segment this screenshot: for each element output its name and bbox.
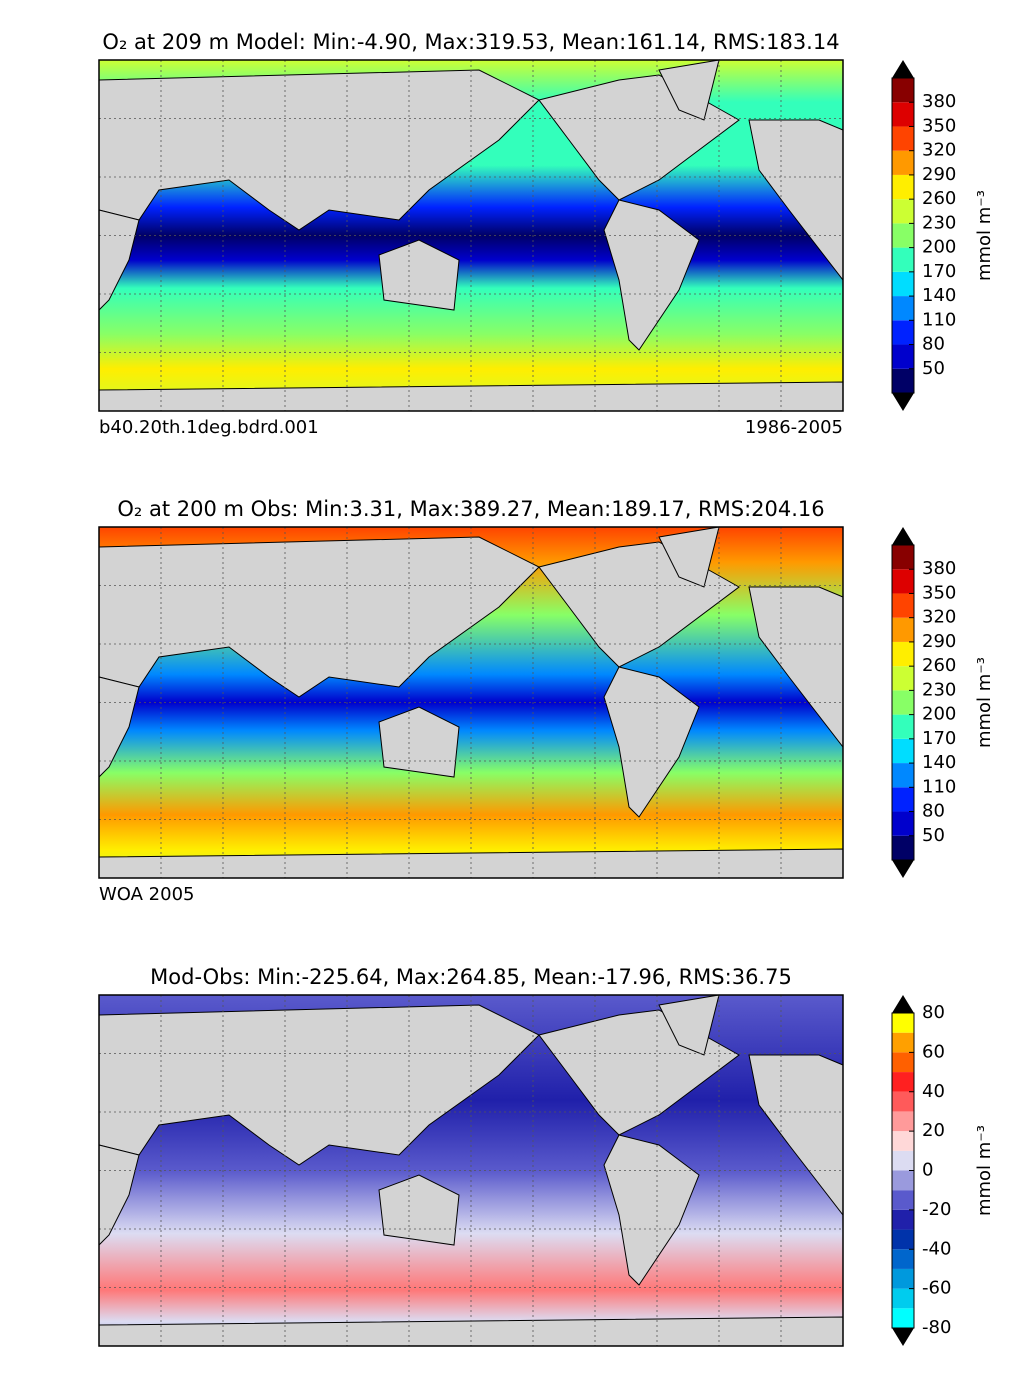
- colorbar-tick-label: 350: [922, 582, 956, 603]
- colorbar-tick-label: 80: [922, 334, 945, 355]
- colorbar-tick-label: -20: [922, 1199, 951, 1220]
- colorbar-extend-bottom: [892, 860, 914, 878]
- colorbar-band: [892, 344, 914, 369]
- colorbar-tick-label: 320: [922, 607, 956, 628]
- colorbar-band: [892, 1150, 914, 1171]
- colorbar-band: [892, 320, 914, 345]
- colorbar-band: [892, 199, 914, 224]
- panel-title: O₂ at 200 m Obs: Min:3.31, Max:389.27, M…: [117, 497, 824, 521]
- colorbar-tick-label: 140: [922, 285, 956, 306]
- colorbar-band: [892, 545, 914, 570]
- colorbar-band: [892, 1288, 914, 1309]
- colorbar-tick-label: -80: [922, 1317, 951, 1338]
- colorbar-band: [892, 641, 914, 667]
- colorbar-band: [892, 174, 914, 200]
- colorbar-band: [892, 811, 914, 836]
- colorbar-band: [892, 296, 914, 321]
- colorbar-frame: [891, 544, 915, 861]
- colorbar-band: [892, 1229, 914, 1250]
- colorbar-label: mmol m⁻³: [974, 190, 995, 281]
- colorbar-tick-label: 320: [922, 140, 956, 161]
- colorbar-extend-bottom: [892, 393, 914, 411]
- colorbar-band: [892, 150, 914, 175]
- colorbar-extend-bottom: [892, 1328, 914, 1346]
- colorbar-band: [892, 1190, 914, 1210]
- colorbar-tick-label: 80: [922, 801, 945, 822]
- colorbar-band: [892, 787, 914, 812]
- colorbar-tick-label: 50: [922, 358, 945, 379]
- colorbar-band: [892, 714, 914, 739]
- map-frame: [98, 59, 844, 412]
- colorbar-tick-label: 40: [922, 1081, 945, 1102]
- colorbar-tick-label: 260: [922, 655, 956, 676]
- colorbar-band: [892, 1308, 914, 1328]
- colorbar-band: [892, 1209, 914, 1230]
- colorbar-band: [892, 666, 914, 691]
- colorbar-tick-label: 230: [922, 212, 956, 233]
- panel-title: O₂ at 209 m Model: Min:-4.90, Max:319.53…: [102, 30, 839, 54]
- colorbar-band: [892, 1111, 914, 1132]
- colorbar-tick-label: 60: [922, 1041, 945, 1062]
- colorbar-tick-label: 110: [922, 309, 956, 330]
- colorbar-tick-label: 50: [922, 825, 945, 846]
- colorbar-tick-label: 110: [922, 776, 956, 797]
- colorbar-tick-label: 20: [922, 1120, 945, 1141]
- colorbar-band: [892, 1170, 914, 1191]
- colorbar-frame: [891, 77, 915, 394]
- colorbar-tick-label: 170: [922, 261, 956, 282]
- colorbar-band: [892, 835, 914, 860]
- colorbar-band: [892, 1131, 914, 1151]
- colorbar-band: [892, 78, 914, 103]
- colorbar-band: [892, 368, 914, 393]
- colorbar-band: [892, 1052, 914, 1073]
- colorbar-band: [892, 763, 914, 788]
- map-frame: [98, 994, 844, 1347]
- colorbar-tick-label: 200: [922, 704, 956, 725]
- colorbar-extend-top: [892, 60, 914, 78]
- colorbar-tick-label: 290: [922, 164, 956, 185]
- colorbar-tick-label: 140: [922, 752, 956, 773]
- caption-left: b40.20th.1deg.bdrd.001: [99, 417, 319, 438]
- colorbar-tick-label: 0: [922, 1160, 933, 1181]
- colorbar-band: [892, 102, 914, 127]
- colorbar-tick-label: 350: [922, 115, 956, 136]
- panel-title: Mod-Obs: Min:-225.64, Max:264.85, Mean:-…: [150, 965, 792, 989]
- colorbar-tick-label: 290: [922, 631, 956, 652]
- caption-left: WOA 2005: [99, 884, 195, 905]
- colorbar-tick-label: -40: [922, 1238, 951, 1259]
- colorbar-tick-label: 170: [922, 728, 956, 749]
- colorbar-band: [892, 593, 914, 618]
- colorbar-band: [892, 569, 914, 594]
- colorbar-label: mmol m⁻³: [974, 657, 995, 748]
- colorbar-tick-label: 380: [922, 558, 956, 579]
- colorbar-band: [892, 1249, 914, 1269]
- colorbar-band: [892, 126, 914, 151]
- colorbar-tick-label: 230: [922, 679, 956, 700]
- colorbar-extend-top: [892, 527, 914, 545]
- colorbar-tick-label: 200: [922, 237, 956, 258]
- colorbar-band: [892, 247, 914, 272]
- colorbar-tick-label: 80: [922, 1002, 945, 1023]
- colorbar-band: [892, 617, 914, 642]
- colorbar-band: [892, 1268, 914, 1289]
- colorbar-band: [892, 271, 914, 297]
- colorbar-band: [892, 1032, 914, 1053]
- colorbar-extend-top: [892, 995, 914, 1013]
- colorbar-band: [892, 1013, 914, 1033]
- colorbar-band: [892, 1072, 914, 1092]
- colorbar-band: [892, 223, 914, 248]
- map-frame: [98, 526, 844, 879]
- colorbar-tick-label: 260: [922, 188, 956, 209]
- colorbar-band: [892, 738, 914, 764]
- caption-right: 1986-2005: [745, 417, 843, 438]
- colorbar-band: [892, 690, 914, 715]
- colorbar-tick-label: 380: [922, 91, 956, 112]
- colorbar-tick-label: -60: [922, 1278, 951, 1299]
- colorbar-label: mmol m⁻³: [974, 1125, 995, 1216]
- colorbar-band: [892, 1091, 914, 1112]
